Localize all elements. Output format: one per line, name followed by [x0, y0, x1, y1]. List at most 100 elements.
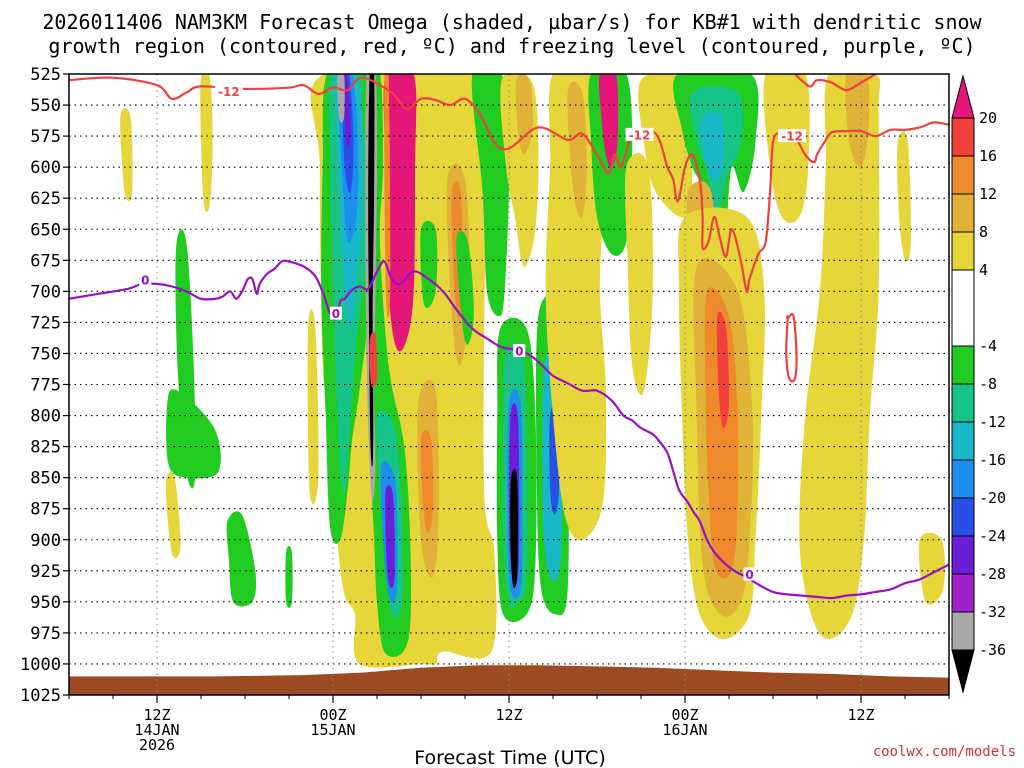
omega-region-55	[716, 311, 730, 429]
contour-label-bg-6	[743, 567, 756, 581]
colorbar-tick-8: 8	[979, 223, 988, 241]
y-tick-label-650: 650	[30, 220, 61, 240]
y-tick-label-1000: 1000	[20, 655, 61, 675]
colorbar-bin-5	[951, 345, 975, 385]
contour-freezing-level-0C	[69, 259, 949, 600]
omega-region-6	[285, 545, 293, 609]
colorbar-tick--4: -4	[979, 337, 997, 355]
contour-label-bg-4	[329, 306, 342, 320]
y-tick-label-850: 850	[30, 469, 61, 489]
colorbar-tick--36: -36	[979, 641, 1006, 659]
omega-region-3	[166, 389, 221, 479]
colorbar-bin-1	[951, 155, 975, 195]
omega-region-58	[845, 74, 870, 168]
contour-label-5: 0	[515, 344, 523, 358]
omega-region-0	[200, 74, 213, 213]
omega-region-22	[383, 74, 417, 352]
colorbar-tick--28: -28	[979, 565, 1006, 583]
x-tick-label-6-2: 2026	[139, 736, 175, 754]
omega-region-45	[598, 74, 619, 168]
omega-region-56	[763, 74, 810, 224]
omega-region-50	[701, 112, 725, 181]
contour-labels: -12 -12 -12 0 0 0 0	[139, 84, 807, 582]
omega-region-4	[165, 471, 181, 559]
omega-region-1	[120, 108, 133, 202]
colorbar-tick-12: 12	[979, 185, 997, 203]
contour-label-6: 0	[745, 568, 753, 582]
omega-region-23	[384, 74, 391, 319]
colorbar-bin-3	[951, 231, 975, 271]
credit-text[interactable]: coolwx.com/models	[873, 744, 1016, 760]
omega-region-15	[337, 74, 345, 123]
y-tick-label-550: 550	[30, 96, 61, 116]
y-tick-label-600: 600	[30, 158, 61, 178]
omega-region-54	[704, 287, 739, 579]
colorbar-bottom-arrow	[951, 649, 975, 694]
omega-region-5	[226, 511, 257, 607]
contour-label-1: -12	[629, 128, 651, 142]
contour-label-bg-1	[625, 127, 654, 141]
x-axis-label: Forecast Time (UTC)	[414, 747, 605, 768]
omega-region-33	[515, 74, 533, 155]
contour-label-0: -12	[218, 85, 240, 99]
omega-region-46	[624, 153, 653, 395]
y-axis-ticks: 525 550 575 600 625 650 675 700 725 750 775 800 825 8…	[20, 65, 69, 706]
colorbar-tick-16: 16	[979, 147, 997, 165]
omega-shading	[120, 74, 945, 668]
x-tick-label-18-0: 00Z	[319, 706, 346, 724]
colorbar-tick-4: 4	[979, 261, 988, 279]
chart-title-line1: 2026011406 NAM3KM Forecast Omega (shaded…	[42, 10, 982, 34]
omega-region-38	[510, 469, 518, 588]
y-tick-label-975: 975	[30, 624, 61, 644]
contour-dgz-upper-minus12-top	[794, 74, 877, 92]
y-tick-label-1025: 1025	[20, 686, 61, 706]
contour-label-3: 0	[141, 274, 149, 288]
colorbar-bin-6	[951, 383, 975, 423]
y-tick-label-800: 800	[30, 407, 61, 427]
y-tick-label-950: 950	[30, 593, 61, 613]
omega-region-42	[545, 74, 607, 541]
omega-region-29	[471, 74, 510, 317]
colorbar-tick-20: 20	[979, 109, 997, 127]
x-tick-label-54-0: 12Z	[847, 706, 874, 724]
colorbar-tick--20: -20	[979, 489, 1006, 507]
y-tick-label-675: 675	[30, 251, 61, 271]
colorbar-bin-10	[951, 535, 975, 575]
contour-dgz-closed-minus12	[785, 312, 798, 383]
y-tick-label-775: 775	[30, 376, 61, 396]
colorbar-bin-4	[951, 269, 975, 347]
y-tick-label-525: 525	[30, 65, 61, 85]
omega-region-31	[456, 230, 474, 345]
colorbar-bin-2	[951, 193, 975, 233]
omega-region-28	[369, 331, 378, 388]
y-tick-label-750: 750	[30, 344, 61, 364]
y-tick-label-625: 625	[30, 189, 61, 209]
contour-layer	[69, 74, 949, 600]
omega-region-60	[918, 532, 945, 605]
colorbar-bin-0	[951, 117, 975, 157]
y-tick-label-875: 875	[30, 500, 61, 520]
colorbar-tick--12: -12	[979, 413, 1006, 431]
contour-label-2: -12	[781, 130, 803, 144]
contour-label-bg-2	[778, 129, 807, 143]
grid-lines	[69, 74, 949, 695]
colorbar-tick--24: -24	[979, 527, 1006, 545]
omega-region-43	[567, 81, 587, 218]
colorbar-bin-7	[951, 421, 975, 461]
omega-region-14	[343, 74, 351, 148]
colorbar-tick--32: -32	[979, 603, 1006, 621]
omega-region-30	[420, 220, 438, 309]
y-tick-label-725: 725	[30, 313, 61, 333]
x-tick-label-42-1: 16JAN	[662, 721, 707, 739]
y-tick-label-925: 925	[30, 562, 61, 582]
x-tick-label-42-0: 00Z	[671, 706, 698, 724]
y-tick-label-575: 575	[30, 127, 61, 147]
x-tick-label-6-1: 14JAN	[134, 721, 179, 739]
contour-label-bg-3	[139, 273, 152, 287]
contour-label-bg-0	[214, 84, 243, 98]
colorbar-bin-8	[951, 459, 975, 499]
x-tick-label-30-0: 12Z	[495, 706, 522, 724]
colorbar: 20 16 12 8 4 -4 -8 -12 -16 -20 -24 -28 -32 -36	[951, 74, 1006, 694]
omega-region-7	[307, 309, 319, 505]
